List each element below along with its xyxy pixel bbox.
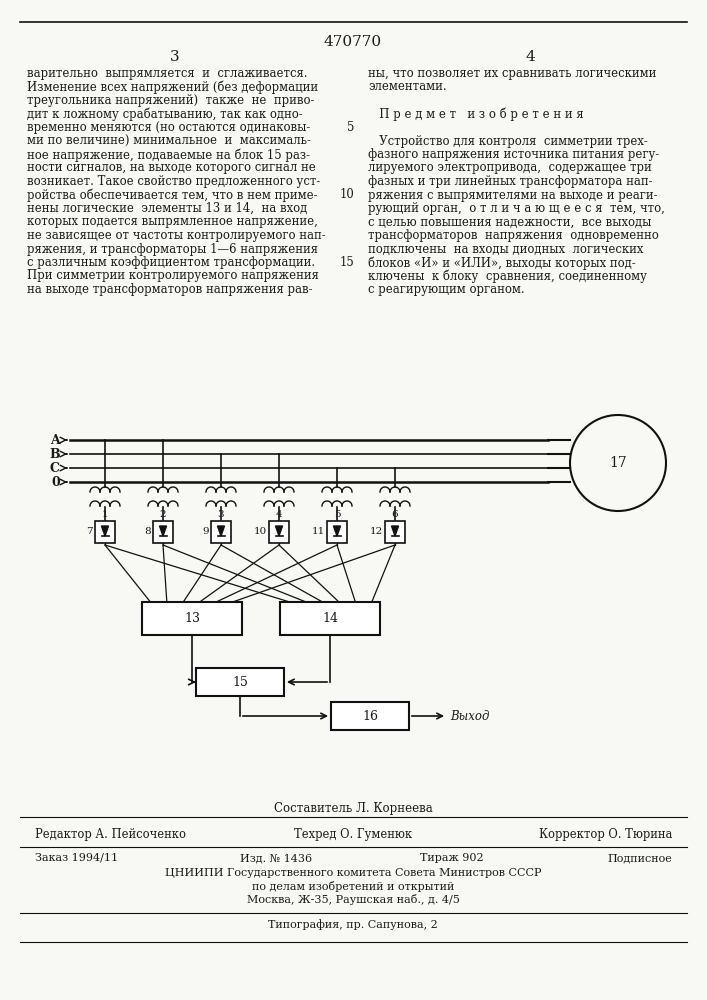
Text: фазного напряжения источника питания регу-: фазного напряжения источника питания рег… xyxy=(368,148,659,161)
Text: Подписное: Подписное xyxy=(607,853,672,863)
Text: ное напряжение, подаваемые на блок 15 раз-: ное напряжение, подаваемые на блок 15 ра… xyxy=(27,148,310,161)
Text: Тираж 902: Тираж 902 xyxy=(420,853,484,863)
Text: 7: 7 xyxy=(86,528,93,536)
Text: ности сигналов, на выходе которого сигнал не: ности сигналов, на выходе которого сигна… xyxy=(27,161,316,174)
Text: ряжения с выпрямителями на выходе и реаги-: ряжения с выпрямителями на выходе и реаг… xyxy=(368,188,658,202)
Text: подключены  на входы диодных  логических: подключены на входы диодных логических xyxy=(368,242,643,255)
Text: 4: 4 xyxy=(525,50,535,64)
Bar xyxy=(269,521,289,543)
Text: 10: 10 xyxy=(254,528,267,536)
Text: ряжения, и трансформаторы 1—6 напряжения: ряжения, и трансформаторы 1—6 напряжения xyxy=(27,242,318,255)
Text: на выходе трансформаторов напряжения рав-: на выходе трансформаторов напряжения рав… xyxy=(27,283,312,296)
Text: по делам изобретений и открытий: по делам изобретений и открытий xyxy=(252,881,454,892)
Text: 12: 12 xyxy=(370,528,383,536)
Text: блоков «И» и «ИЛИ», выходы которых под-: блоков «И» и «ИЛИ», выходы которых под- xyxy=(368,256,636,269)
Text: рующий орган,  о т л и ч а ю щ е е с я  тем, что,: рующий орган, о т л и ч а ю щ е е с я те… xyxy=(368,202,665,215)
Bar xyxy=(331,702,409,730)
Text: которых подается выпрямленное напряжение,: которых подается выпрямленное напряжение… xyxy=(27,216,318,229)
Text: A: A xyxy=(50,434,60,446)
Bar xyxy=(211,521,231,543)
Text: 15: 15 xyxy=(339,256,354,269)
Text: Москва, Ж-35, Раушская наб., д. 4/5: Москва, Ж-35, Раушская наб., д. 4/5 xyxy=(247,894,460,905)
Text: 15: 15 xyxy=(232,676,248,688)
Text: 4: 4 xyxy=(276,510,282,519)
Bar xyxy=(280,601,380,635)
Text: П р е д м е т   и з о б р е т е н и я: П р е д м е т и з о б р е т е н и я xyxy=(368,107,583,121)
Bar xyxy=(142,601,242,635)
Text: 1: 1 xyxy=(102,510,108,519)
Text: 13: 13 xyxy=(184,611,200,624)
Text: трансформаторов  напряжения  одновременно: трансформаторов напряжения одновременно xyxy=(368,229,659,242)
Text: 17: 17 xyxy=(609,456,627,470)
Text: 0: 0 xyxy=(51,476,60,488)
Text: 9: 9 xyxy=(202,528,209,536)
Text: 8: 8 xyxy=(144,528,151,536)
Text: Изд. № 1436: Изд. № 1436 xyxy=(240,853,312,863)
Text: 5: 5 xyxy=(346,121,354,134)
Text: нены логические  элементы 13 и 14,  на вход: нены логические элементы 13 и 14, на вхо… xyxy=(27,202,308,215)
Text: При симметрии контролируемого напряжения: При симметрии контролируемого напряжения xyxy=(27,269,319,282)
Text: ройства обеспечивается тем, что в нем приме-: ройства обеспечивается тем, что в нем пр… xyxy=(27,188,317,202)
Text: лируемого электропривода,  содержащее три: лируемого электропривода, содержащее три xyxy=(368,161,652,174)
Text: Выход: Выход xyxy=(450,710,489,722)
Text: ны, что позволяет их сравнивать логическими: ны, что позволяет их сравнивать логическ… xyxy=(368,67,656,80)
Text: Техред О. Гуменюк: Техред О. Гуменюк xyxy=(294,828,412,841)
Text: ключены  к блоку  сравнения, соединенному: ключены к блоку сравнения, соединенному xyxy=(368,269,647,283)
Text: с различным коэффициентом трансформации.: с различным коэффициентом трансформации. xyxy=(27,256,315,269)
Text: варительно  выпрямляется  и  сглаживается.: варительно выпрямляется и сглаживается. xyxy=(27,67,308,80)
Bar xyxy=(385,521,405,543)
Bar xyxy=(196,668,284,696)
Text: 3: 3 xyxy=(170,50,180,64)
Text: 470770: 470770 xyxy=(324,35,382,49)
Bar xyxy=(327,521,347,543)
Polygon shape xyxy=(334,526,341,536)
Text: 14: 14 xyxy=(322,611,338,624)
Text: 11: 11 xyxy=(312,528,325,536)
Text: Изменение всех напряжений (без деформации: Изменение всех напряжений (без деформаци… xyxy=(27,81,318,94)
Text: с реагирующим органом.: с реагирующим органом. xyxy=(368,283,525,296)
Text: 3: 3 xyxy=(218,510,224,519)
Text: C: C xyxy=(50,462,60,475)
Text: возникает. Такое свойство предложенного уст-: возникает. Такое свойство предложенного … xyxy=(27,175,320,188)
Polygon shape xyxy=(218,526,225,536)
Text: B: B xyxy=(49,448,60,460)
Text: 6: 6 xyxy=(392,510,398,519)
Text: 16: 16 xyxy=(362,710,378,722)
Text: Корректор О. Тюрина: Корректор О. Тюрина xyxy=(539,828,672,841)
Text: дит к ложному срабатыванию, так как одно-: дит к ложному срабатыванию, так как одно… xyxy=(27,107,303,121)
Text: фазных и три линейных трансформатора нап-: фазных и три линейных трансформатора нап… xyxy=(368,175,653,188)
Text: 2: 2 xyxy=(160,510,166,519)
Text: не зависящее от частоты контролируемого нап-: не зависящее от частоты контролируемого … xyxy=(27,229,326,242)
Text: Устройство для контроля  симметрии трех-: Устройство для контроля симметрии трех- xyxy=(368,134,648,147)
Text: временно меняются (но остаются одинаковы-: временно меняются (но остаются одинаковы… xyxy=(27,121,310,134)
Text: 5: 5 xyxy=(334,510,340,519)
Text: треугольника напряжений)  также  не  приво-: треугольника напряжений) также не приво- xyxy=(27,94,315,107)
Bar xyxy=(153,521,173,543)
Text: Составитель Л. Корнеева: Составитель Л. Корнеева xyxy=(274,802,433,815)
Polygon shape xyxy=(160,526,167,536)
Text: Типография, пр. Сапунова, 2: Типография, пр. Сапунова, 2 xyxy=(268,919,438,930)
Text: с целью повышения надежности,  все выходы: с целью повышения надежности, все выходы xyxy=(368,216,651,229)
Text: ЦНИИПИ Государственного комитета Совета Министров СССР: ЦНИИПИ Государственного комитета Совета … xyxy=(165,868,542,878)
Bar xyxy=(95,521,115,543)
Polygon shape xyxy=(276,526,283,536)
Text: Редактор А. Пейсоченко: Редактор А. Пейсоченко xyxy=(35,828,186,841)
Text: элементами.: элементами. xyxy=(368,81,447,94)
Text: 10: 10 xyxy=(339,188,354,202)
Text: Заказ 1994/11: Заказ 1994/11 xyxy=(35,853,118,863)
Text: ми по величине) минимальное  и  максималь-: ми по величине) минимальное и максималь- xyxy=(27,134,311,147)
Polygon shape xyxy=(392,526,399,536)
Polygon shape xyxy=(102,526,108,536)
